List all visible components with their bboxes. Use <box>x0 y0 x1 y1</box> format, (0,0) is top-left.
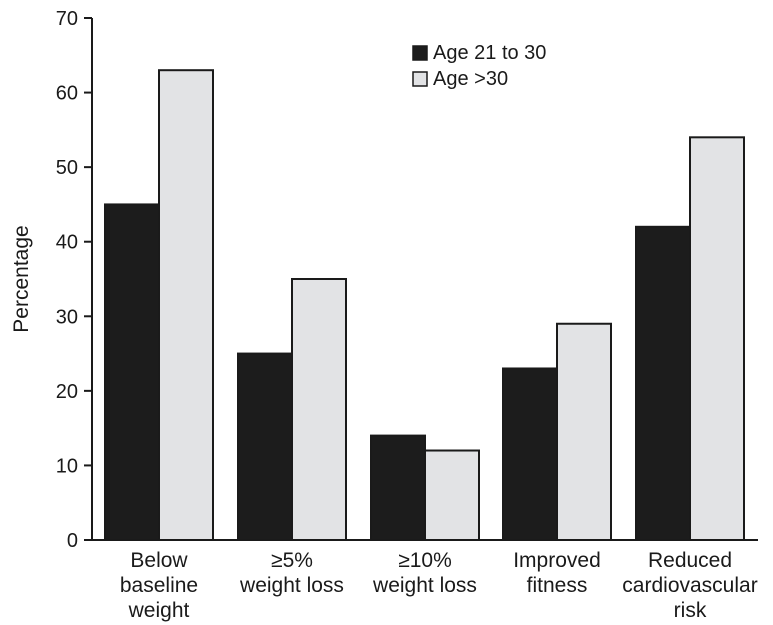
legend-swatch <box>412 45 428 61</box>
bar-age-21-30 <box>370 434 426 542</box>
y-ticks: 0 10 20 30 40 50 60 70 <box>56 8 92 552</box>
bar-age-over-30 <box>424 449 480 541</box>
bar-age-21-30 <box>104 203 160 542</box>
y-tick-label: 0 <box>67 530 78 552</box>
y-tick-label: 30 <box>56 306 78 328</box>
y-tick-label: 60 <box>56 83 78 105</box>
bar-age-over-30 <box>291 278 347 541</box>
bar-age-over-30 <box>158 69 214 541</box>
x-category-labels: Below baseline weight ≥5% weight loss ≥10% wei… <box>120 549 758 622</box>
x-category-label: Improved fitness <box>513 549 601 597</box>
x-category-label: ≥10% weight loss <box>372 549 477 597</box>
y-tick-label: 40 <box>56 232 78 254</box>
bar-age-21-30 <box>502 367 558 541</box>
legend-label: Age >30 <box>433 68 508 90</box>
bar-age-21-30 <box>635 225 691 542</box>
axes-layer <box>91 18 758 541</box>
bar-age-over-30 <box>556 322 612 541</box>
y-axis-label: Percentage <box>10 225 33 332</box>
y-tick-label: 70 <box>56 8 78 30</box>
y-tick-label: 10 <box>56 455 78 477</box>
legend-swatch <box>412 71 428 87</box>
y-tick-label: 50 <box>56 157 78 179</box>
legend: Age 21 to 30 Age >30 <box>412 42 546 90</box>
x-category-label: Below baseline weight <box>120 549 198 622</box>
y-tick-label: 20 <box>56 381 78 403</box>
legend-label: Age 21 to 30 <box>433 42 546 64</box>
x-category-label: ≥5% weight loss <box>239 549 344 597</box>
x-category-label: Reduced cardiovascular risk <box>622 549 757 622</box>
bar-age-21-30 <box>237 352 293 542</box>
bars-layer <box>104 69 745 542</box>
bar-age-over-30 <box>689 136 745 541</box>
